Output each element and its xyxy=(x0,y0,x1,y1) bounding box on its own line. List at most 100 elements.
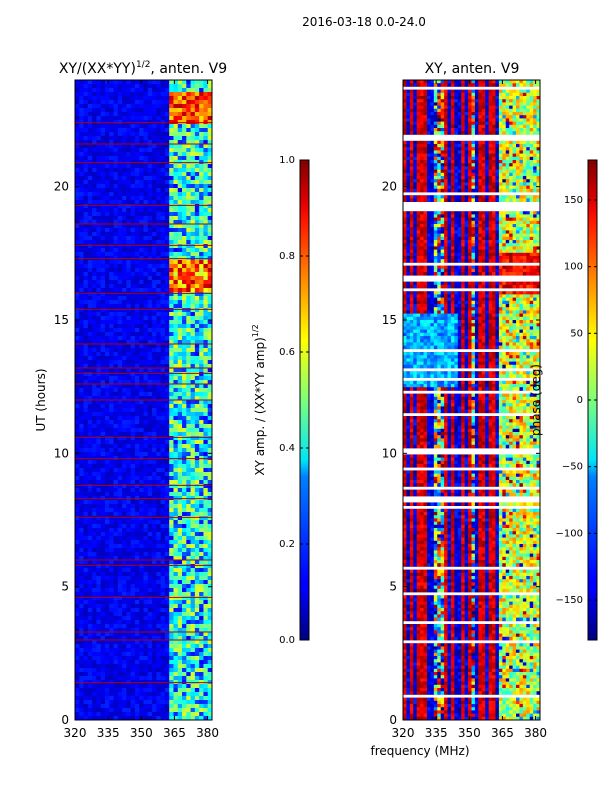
amplitude-cell xyxy=(117,400,123,405)
amplitude-cell xyxy=(143,412,149,417)
amplitude-cell xyxy=(130,268,136,273)
amplitude-cell xyxy=(147,588,153,593)
amplitude-cell xyxy=(87,424,93,429)
amplitude-cell xyxy=(92,584,97,589)
amplitude-cell xyxy=(87,504,93,509)
amplitude-cell xyxy=(117,500,123,505)
amplitude-cell xyxy=(147,424,153,429)
amplitude-cell xyxy=(113,96,119,101)
amplitude-cell xyxy=(75,268,80,273)
amplitude-cell xyxy=(117,556,123,561)
amplitude-cell xyxy=(83,464,89,469)
amplitude-cell xyxy=(83,648,89,653)
amplitude-cell xyxy=(177,248,183,253)
amplitude-cell xyxy=(87,240,93,245)
amplitude-cell xyxy=(199,684,204,689)
amplitude-cell xyxy=(96,348,102,353)
amplitude-cell xyxy=(117,268,123,273)
amplitude-cell xyxy=(190,412,196,417)
amplitude-cell xyxy=(194,604,200,609)
amplitude-cell xyxy=(190,124,196,129)
amplitude-cell xyxy=(164,604,170,609)
amplitude-cell xyxy=(164,648,170,653)
amplitude-cell xyxy=(164,164,170,169)
amplitude-cell xyxy=(147,412,153,417)
amplitude-cell xyxy=(182,612,187,617)
amplitude-cell xyxy=(104,112,110,117)
amplitude-cell xyxy=(194,460,200,465)
amplitude-cell xyxy=(113,616,119,621)
amplitude-cell xyxy=(87,436,93,441)
amplitude-cell xyxy=(190,672,196,677)
amplitude-cell xyxy=(160,428,166,433)
amplitude-cell xyxy=(173,548,179,553)
amplitude-cell xyxy=(100,444,106,449)
amplitude-cell xyxy=(177,528,183,533)
amplitude-cell xyxy=(152,536,157,541)
amplitude-cell xyxy=(182,408,187,413)
amplitude-cell xyxy=(87,164,93,169)
amplitude-cell xyxy=(152,316,157,321)
amplitude-cell xyxy=(160,312,166,317)
amplitude-cell xyxy=(79,464,84,469)
amplitude-cell xyxy=(100,96,106,101)
amplitude-cell xyxy=(160,332,166,337)
amplitude-cell xyxy=(130,104,136,109)
amplitude-cell xyxy=(194,116,200,121)
amplitude-cell xyxy=(173,540,179,545)
amplitude-cell xyxy=(139,688,144,693)
amplitude-cell xyxy=(190,576,196,581)
amplitude-cell xyxy=(147,616,153,621)
amplitude-cell xyxy=(87,352,93,357)
amplitude-cell xyxy=(164,340,170,345)
amplitude-cell xyxy=(147,476,153,481)
amplitude-cell xyxy=(190,404,196,409)
amplitude-cell xyxy=(122,164,127,169)
amplitude-cell xyxy=(109,100,114,105)
amplitude-cell xyxy=(130,700,136,705)
amplitude-cell xyxy=(160,620,166,625)
amplitude-cell xyxy=(79,264,84,269)
amplitude-cell xyxy=(194,644,200,649)
amplitude-cell xyxy=(75,132,80,137)
amplitude-cell xyxy=(87,616,93,621)
amplitude-cell xyxy=(126,608,132,613)
amplitude-cell xyxy=(126,212,132,217)
amplitude-cell xyxy=(139,336,144,341)
amplitude-cell xyxy=(113,348,119,353)
amplitude-cell xyxy=(207,524,213,529)
amplitude-cell xyxy=(182,656,187,661)
amplitude-cell xyxy=(126,612,132,617)
amplitude-cell xyxy=(147,532,153,537)
amplitude-cell xyxy=(186,688,191,693)
amplitude-cell xyxy=(152,400,157,405)
amplitude-cell xyxy=(75,244,80,249)
amplitude-cell xyxy=(182,308,187,313)
amplitude-cell xyxy=(164,484,170,489)
amplitude-cell xyxy=(104,568,110,573)
amplitude-cell xyxy=(100,264,106,269)
amplitude-cell xyxy=(75,364,80,369)
amplitude-cell xyxy=(203,312,209,317)
amplitude-cell xyxy=(190,272,196,277)
amplitude-cell xyxy=(139,200,144,205)
amplitude-cell xyxy=(79,336,84,341)
amplitude-cell xyxy=(207,592,213,597)
amplitude-cell xyxy=(203,416,209,421)
amplitude-cell xyxy=(169,464,174,469)
amplitude-cell xyxy=(152,508,157,513)
amplitude-cell xyxy=(75,312,80,317)
amplitude-cell xyxy=(156,288,162,293)
amplitude-cell xyxy=(190,660,196,665)
amplitude-cell xyxy=(182,344,187,349)
amplitude-cell xyxy=(134,700,140,705)
amplitude-cell xyxy=(83,188,89,193)
amplitude-cell xyxy=(100,408,106,413)
amplitude-cell xyxy=(109,328,114,333)
amplitude-cell xyxy=(96,540,102,545)
amplitude-cell xyxy=(199,292,204,297)
amplitude-cell xyxy=(194,632,200,637)
amplitude-cell xyxy=(199,580,204,585)
amplitude-cell xyxy=(104,400,110,405)
amplitude-cell xyxy=(139,404,144,409)
